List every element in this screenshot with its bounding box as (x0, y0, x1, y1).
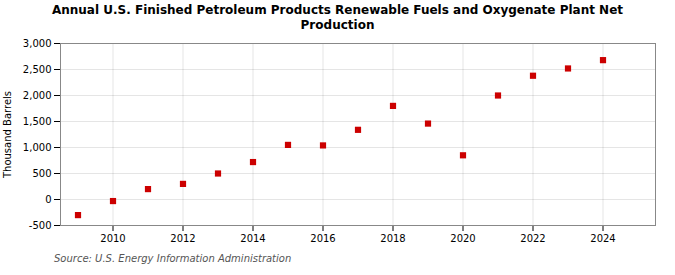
svg-text:2018: 2018 (380, 233, 405, 244)
svg-text:2016: 2016 (310, 233, 335, 244)
svg-text:Thousand Barrels: Thousand Barrels (2, 91, 13, 179)
svg-text:2,000: 2,000 (23, 90, 52, 101)
svg-text:2020: 2020 (450, 233, 475, 244)
svg-text:2014: 2014 (240, 233, 265, 244)
svg-text:2010: 2010 (100, 233, 125, 244)
svg-text:500: 500 (32, 168, 51, 179)
svg-text:2024: 2024 (590, 233, 615, 244)
svg-text:0: 0 (45, 194, 51, 205)
svg-text:2022: 2022 (520, 233, 545, 244)
html-text:Source: U.S. Energy Informatio: Source: U.S. Energy Information Administ… (54, 253, 292, 264)
svg-text:1,000: 1,000 (23, 142, 52, 153)
svg-text:2,500: 2,500 (23, 64, 52, 75)
svg-text:1,500: 1,500 (23, 116, 52, 127)
svg-text:2012: 2012 (170, 233, 195, 244)
svg-text:3,000: 3,000 (23, 38, 52, 49)
svg-text:-500: -500 (29, 220, 52, 231)
html-text:Annual U.S. Finished Petroleum: Annual U.S. Finished Petroleum Products … (52, 3, 623, 32)
